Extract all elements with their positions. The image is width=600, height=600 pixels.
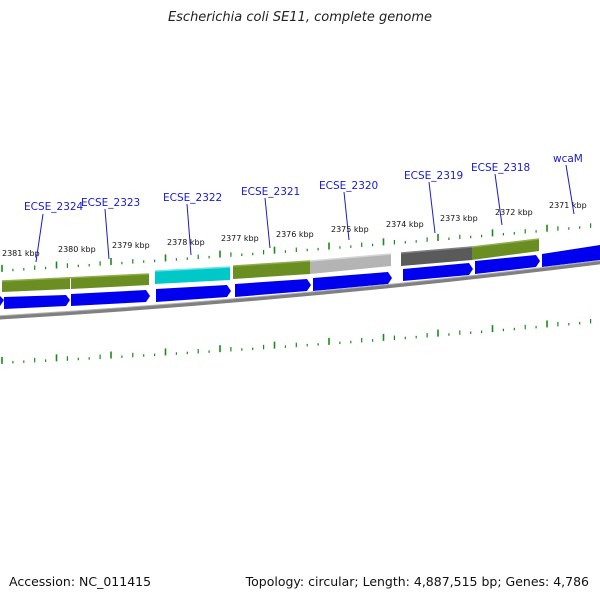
cds-ring (0, 245, 600, 309)
feature-block-ecse-2324[interactable] (2, 278, 70, 292)
gene-label-wcam[interactable]: wcaM (553, 153, 583, 165)
kbp-label: 2381 kbp (2, 249, 40, 258)
feature-block-ecse-2320[interactable] (310, 254, 391, 274)
leader-line (343, 191, 350, 241)
feature-block-ecse-2318[interactable] (472, 239, 539, 260)
gene-label-ecse-2324[interactable]: ECSE_2324 (24, 201, 84, 213)
accession-text: Accession: NC_011415 (9, 574, 152, 589)
feature-highlight (309, 253, 392, 262)
kbp-label: 2375 kbp (331, 225, 369, 234)
cds-arrow-ecse-2319[interactable] (403, 263, 473, 281)
kbp-label: 2379 kbp (112, 241, 150, 250)
leader-line (104, 208, 110, 260)
gene-label-ecse-2321[interactable]: ECSE_2321 (241, 186, 300, 198)
gene-label-ecse-2323[interactable]: ECSE_2323 (81, 197, 140, 209)
kbp-label: 2377 kbp (221, 234, 259, 243)
genome-backbone-highlight (0, 260, 600, 317)
gene-label-ecse-2319[interactable]: ECSE_2319 (404, 170, 463, 182)
outer-tick-ring (1, 223, 592, 272)
feature-highlight (400, 246, 473, 254)
leader-line (428, 181, 436, 234)
kbp-label: 2376 kbp (276, 230, 314, 239)
leader-line (186, 203, 192, 256)
feature-highlight (154, 266, 231, 272)
kbp-label: 2372 kbp (495, 208, 533, 217)
cds-arrow[interactable] (0, 296, 4, 308)
genome-backbone (0, 260, 600, 320)
kbp-label: 2380 kbp (58, 245, 96, 254)
kbp-label: 2373 kbp (440, 214, 478, 223)
cds-arrow-wcam[interactable] (542, 245, 600, 267)
leader-line (565, 164, 575, 215)
feature-highlight (1, 273, 150, 282)
leader-line (35, 213, 44, 263)
feature-highlight (232, 260, 311, 267)
feature-block-ecse-2323[interactable] (71, 274, 149, 289)
gene-label-ecse-2322[interactable]: ECSE_2322 (163, 192, 222, 204)
kbp-labels: 2381 kbp 2380 kbp 2379 kbp 2378 kbp 2377… (2, 201, 587, 258)
feature-block-ecse-2322[interactable] (155, 267, 230, 284)
cds-arrow-ecse-2322[interactable] (156, 285, 231, 302)
kbp-label: 2374 kbp (386, 220, 424, 229)
cds-arrow-ecse-2323[interactable] (71, 290, 150, 306)
gene-labels: ECSE_2324 ECSE_2323 ECSE_2322 ECSE_2321 … (24, 153, 583, 213)
leader-line (494, 173, 503, 226)
map-title: Escherichia coli SE11, complete genome (167, 10, 433, 25)
kbp-label: 2371 kbp (549, 201, 587, 210)
cds-arrow-ecse-2318[interactable] (475, 255, 540, 274)
cds-arrow-ecse-2320[interactable] (313, 272, 392, 291)
feature-ring (1, 238, 540, 292)
inner-tick-ring (1, 318, 592, 364)
leader-lines (35, 164, 575, 263)
gene-label-ecse-2318[interactable]: ECSE_2318 (471, 162, 530, 174)
leader-line (264, 197, 271, 249)
feature-highlight (471, 238, 540, 248)
cds-arrow-ecse-2321[interactable] (235, 279, 311, 297)
cds-arrow-ecse-2324[interactable] (4, 295, 70, 309)
gene-label-ecse-2320[interactable]: ECSE_2320 (319, 180, 378, 192)
kbp-label: 2378 kbp (167, 238, 205, 247)
genome-summary-text: Topology: circular; Length: 4,887,515 bp… (245, 574, 589, 589)
